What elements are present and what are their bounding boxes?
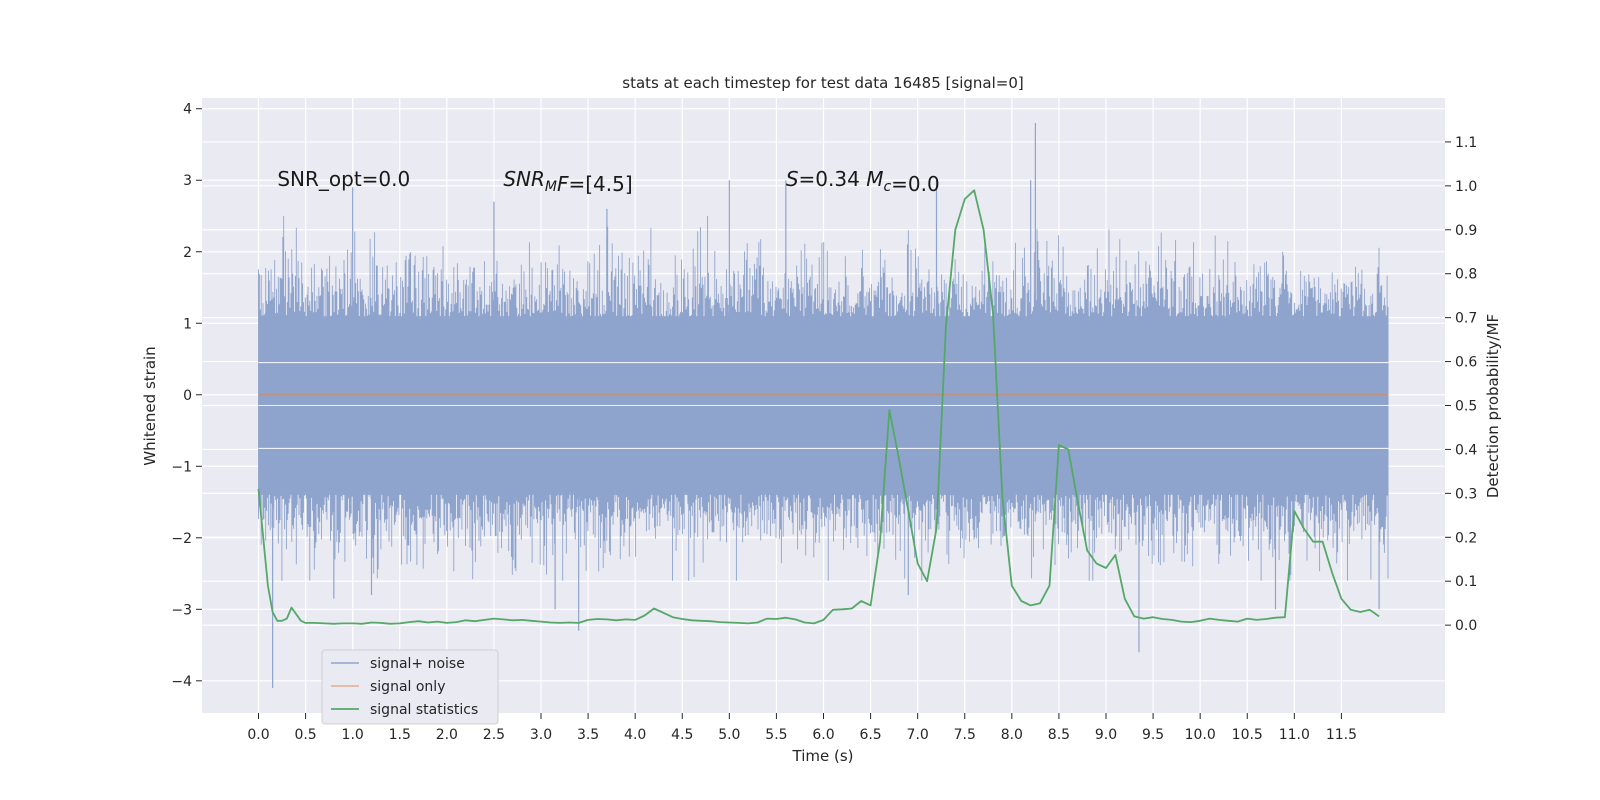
y-right-tick-label: 0.2 (1455, 530, 1477, 546)
y-axis-right-label: Detection probability/MF (1484, 314, 1502, 498)
x-axis: 0.0 0.5 1.0 1.5 2.0 2.5 3.0 3.5 4.0 4.5 5.0 5.5 6.0 6… (247, 713, 1357, 743)
y-right-tick-label: 0.3 (1455, 486, 1477, 502)
annotation-text: S=0.34 Mc=0.0 (786, 167, 940, 196)
legend-label-signal-plus-noise: signal+ noise (370, 656, 465, 672)
legend-box (321, 649, 499, 725)
chart-title: stats at each timestep for test data 164… (622, 74, 1023, 92)
annotation-part: =[4.5] (569, 172, 633, 196)
y-right-tick-label: 1.0 (1455, 179, 1477, 195)
signal-statistics-line (257, 189, 1380, 625)
annotation-text: SNR_opt=0.0 (277, 167, 410, 191)
annotation-part: M (866, 167, 883, 191)
x-tick-label: 7.0 (907, 727, 929, 743)
x-tick-label: 11.0 (1279, 727, 1310, 743)
y-tick-label: 4 (183, 102, 192, 118)
y-right-tick-label: 0.5 (1455, 399, 1477, 415)
y-tick-label: −4 (171, 674, 192, 690)
x-tick-label: 1.5 (389, 727, 411, 743)
y-tick-label: 2 (183, 245, 192, 261)
y-right-tick-label: 0.1 (1455, 574, 1477, 590)
x-tick-label: 8.0 (1001, 727, 1023, 743)
y-tick-label: −3 (171, 602, 192, 618)
x-tick-label: 10.5 (1232, 727, 1263, 743)
x-axis-label: Time (s) (792, 747, 854, 765)
legend-label-signal-only: signal only (370, 679, 445, 695)
annotation-part: c (883, 179, 891, 195)
x-tick-label: 5.0 (718, 727, 740, 743)
annotations: SNR_opt=0.0 SNRMF=[4.5] S=0.34 Mc=0.0 (277, 167, 939, 196)
x-tick-label: 3.5 (577, 727, 599, 743)
annotation-part: SNR (503, 167, 545, 191)
x-tick-label: 0.5 (294, 727, 316, 743)
y-right-tick-label: 0.8 (1455, 267, 1477, 283)
y-axis-label: Whitened strain (141, 346, 159, 465)
x-tick-label: 3.0 (530, 727, 552, 743)
y-right-tick-label: 0.6 (1455, 355, 1477, 371)
y-tick-label: 3 (183, 173, 192, 189)
legend-label-signal-statistics: signal statistics (370, 702, 478, 718)
x-tick-label: 2.5 (483, 727, 505, 743)
x-tick-label: 10.0 (1185, 727, 1216, 743)
legend: signal+ noise signal only signal statist… (321, 649, 499, 725)
x-tick-label: 0.0 (247, 727, 269, 743)
y-right-tick-label: 1.1 (1455, 135, 1477, 151)
y-tick-label: 0 (183, 388, 192, 404)
series-signal-plus-noise (258, 123, 1389, 688)
y-axis-left: −4 −3 −2 −1 0 1 2 3 4 (171, 102, 202, 690)
y-right-tick-label: 0.4 (1455, 442, 1477, 458)
y-tick-label: −2 (171, 531, 192, 547)
y-right-tick-label: 0.7 (1455, 311, 1477, 327)
annotation-part: S (786, 167, 799, 191)
x-tick-label: 1.0 (342, 727, 364, 743)
x-tick-label: 4.5 (671, 727, 693, 743)
series-signal-statistics (257, 189, 1380, 625)
annotation-part: =0.0 (891, 172, 940, 196)
y-axis-right: 0.0 0.1 0.2 0.3 0.4 0.5 0.6 0.7 0.8 0.9 1.0 1.1 (1445, 135, 1477, 634)
x-tick-label: 4.0 (624, 727, 646, 743)
y-tick-label: −1 (171, 459, 192, 475)
x-tick-label: 6.0 (812, 727, 834, 743)
x-tick-label: 11.5 (1326, 727, 1357, 743)
x-tick-label: 9.0 (1095, 727, 1117, 743)
x-tick-label: 9.5 (1142, 727, 1164, 743)
annotation-part: F (557, 172, 569, 196)
annotation-part: =0.34 (799, 167, 867, 191)
annotation-part: SNR_opt=0.0 (277, 167, 410, 191)
x-tick-label: 6.5 (859, 727, 881, 743)
x-tick-label: 2.0 (436, 727, 458, 743)
y-right-tick-label: 0.9 (1455, 223, 1477, 239)
annotation-part: M (545, 179, 557, 195)
x-tick-label: 8.5 (1048, 727, 1070, 743)
x-tick-label: 7.5 (954, 727, 976, 743)
x-tick-label: 5.5 (765, 727, 787, 743)
y-right-tick-label: 0.0 (1455, 618, 1477, 634)
y-tick-label: 1 (183, 316, 192, 332)
annotation-text: SNRMF=[4.5] (503, 167, 632, 196)
